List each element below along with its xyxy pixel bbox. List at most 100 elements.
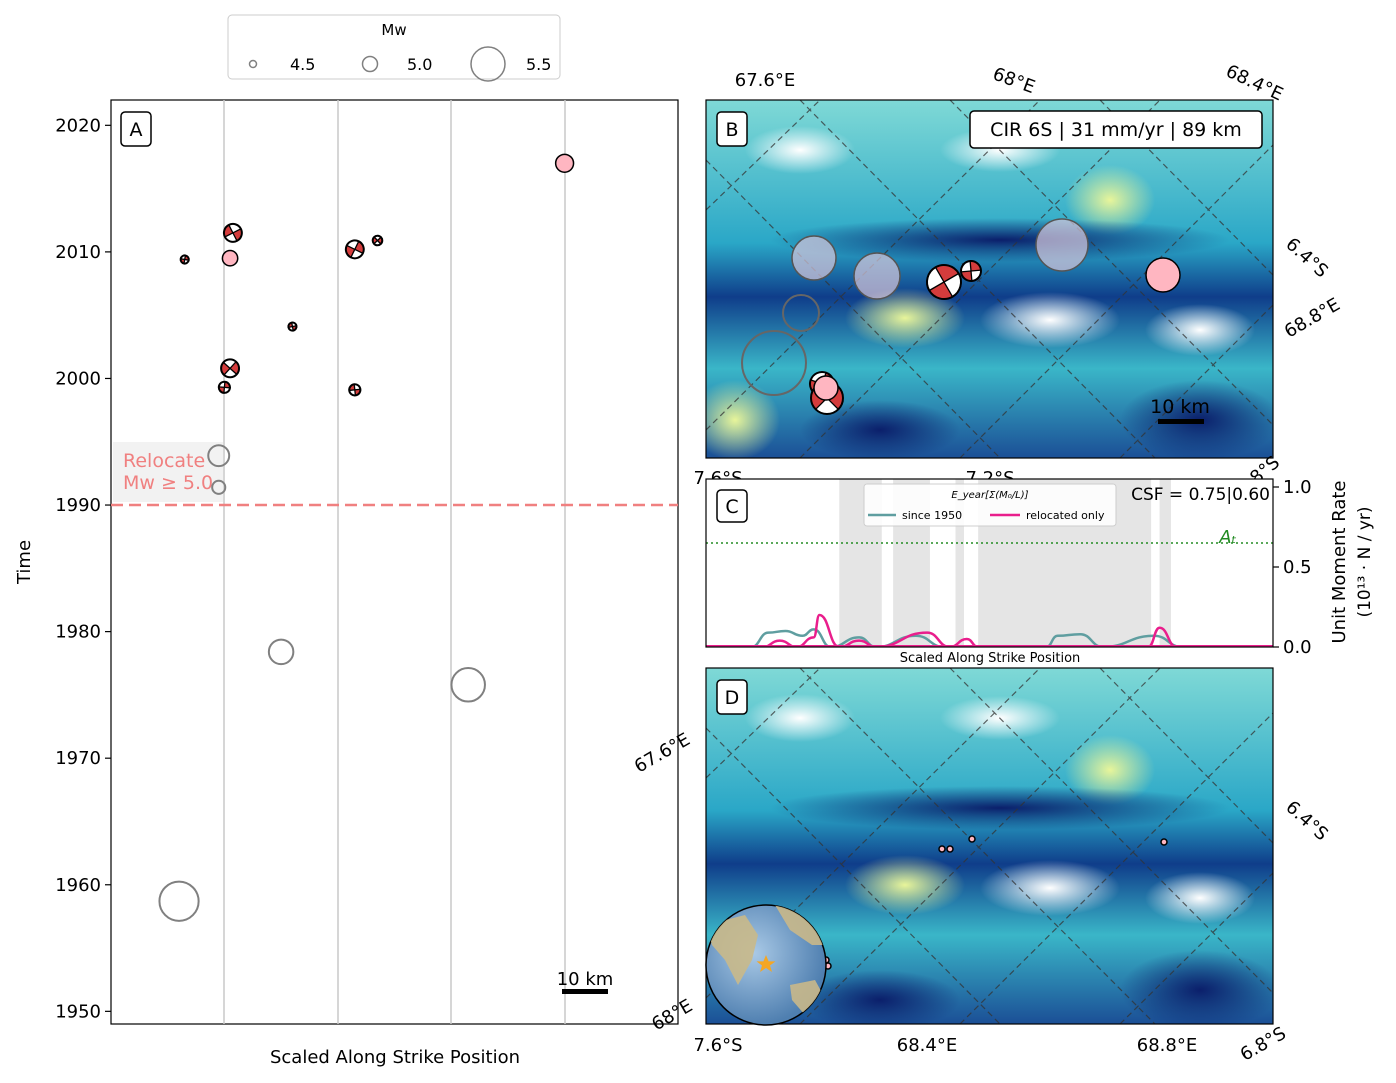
panel-b-bathymetry xyxy=(706,100,1273,458)
y-tick-label: 0.0 xyxy=(1283,637,1312,658)
panel-a: 1950 1960 1970 1980 1990 2000 2010 2020 Relocat… xyxy=(14,99,679,1068)
y-tick-label: 0.5 xyxy=(1283,557,1312,578)
panel-c-y-axis: 0.0 0.5 1.0 xyxy=(1273,477,1312,658)
panel-d-lat-label-2: 7.6°S xyxy=(693,1035,742,1056)
panel-c-xlabel: Scaled Along Strike Position xyxy=(900,651,1081,666)
panel-d-label-box xyxy=(716,679,748,715)
y-tick-label: 1950 xyxy=(55,1001,101,1022)
size-legend-marker-50 xyxy=(361,55,379,73)
y-tick-label: 2000 xyxy=(55,368,101,389)
map-event-marker xyxy=(782,294,820,332)
event-marker xyxy=(267,638,295,666)
y-tick-label: 1960 xyxy=(55,875,101,896)
panel-c-legend-series-2: relocated only xyxy=(1026,509,1105,522)
panel-a-gridlines xyxy=(223,100,566,1024)
panel-c-legend-title: E_year[Σ(M₀/L)] xyxy=(951,490,1028,501)
y-tick-label: 1970 xyxy=(55,748,101,769)
map-event-marker xyxy=(853,252,901,300)
shaded-region xyxy=(1159,479,1171,647)
panel-a-scalebar-label: 10 km xyxy=(557,969,614,990)
panel-a-events xyxy=(158,153,575,922)
relocate-label-line2: Mw ≥ 5.0 xyxy=(123,472,213,494)
panel-b-lat-label-1: 6.4°S xyxy=(1281,234,1332,282)
focal-mechanism xyxy=(222,222,243,243)
size-legend-marker-55 xyxy=(470,46,506,82)
focal-mechanism xyxy=(348,383,362,397)
panel-b: B CIR 6S | 31 mm/yr | 89 km 10 km 67.6°E… xyxy=(693,61,1344,500)
panel-d: D 67.6°E 68°E 68.4°E 68.8°E 6.4°S 7.6°S … xyxy=(631,667,1332,1066)
panel-b-lon-label-2: 68°E xyxy=(990,64,1038,99)
map-event-marker xyxy=(741,330,807,396)
size-legend-label-55: 5.5 xyxy=(526,55,551,74)
panel-a-label: A xyxy=(130,119,143,141)
panel-d-lon-label-4: 68.8°E xyxy=(1137,1035,1197,1056)
panel-a-y-axis: 1950 1960 1970 1980 1990 2000 2010 2020 xyxy=(55,115,111,1022)
panel-d-lon-label-3: 68.4°E xyxy=(897,1035,957,1056)
relocate-label-line1: Relocate xyxy=(123,450,205,472)
panel-d-frame xyxy=(705,667,1274,1025)
size-legend-marker-45 xyxy=(248,59,258,69)
size-legend: Mw 4.5 5.0 5.5 xyxy=(227,14,561,82)
panel-a-xlabel: Scaled Along Strike Position xyxy=(270,1047,520,1068)
size-legend-label-45: 4.5 xyxy=(290,55,315,74)
panel-d-lat-label-3: 6.8°S xyxy=(1237,1023,1290,1066)
focal-mechanism xyxy=(344,239,365,260)
panel-a-ylabel: Time xyxy=(14,540,35,585)
focal-mechanism xyxy=(287,321,298,332)
map-event-marker xyxy=(813,375,839,401)
location-star-icon xyxy=(756,955,776,972)
event-marker xyxy=(211,479,227,495)
y-tick-label: 1.0 xyxy=(1283,477,1312,498)
panel-b-title: CIR 6S | 31 mm/yr | 89 km xyxy=(990,119,1242,141)
focal-mechanism xyxy=(926,264,962,300)
panel-d-lat-label-1: 6.4°S xyxy=(1281,797,1332,845)
panel-b-label: B xyxy=(725,119,738,141)
panel-d-label: D xyxy=(725,687,740,709)
y-tick-label: 1980 xyxy=(55,622,101,643)
size-legend-title: Mw xyxy=(381,21,406,39)
panel-b-label-box xyxy=(716,111,748,147)
panel-c-ylabel-1: Unit Moment Rate xyxy=(1329,481,1350,644)
focal-mechanism xyxy=(179,254,190,265)
event-marker xyxy=(207,444,231,468)
panel-a-frame xyxy=(110,99,679,1025)
focal-mechanism xyxy=(220,358,241,379)
y-tick-label: 2010 xyxy=(55,242,101,263)
focal-mechanism xyxy=(371,234,384,247)
event-marker xyxy=(450,667,486,703)
panel-a-scalebar xyxy=(562,989,608,994)
focal-mechanism xyxy=(960,260,982,282)
threshold-label: Aₜ xyxy=(1218,527,1237,548)
panel-c-series xyxy=(706,613,1273,647)
panel-c-legend-series-1: since 1950 xyxy=(902,509,962,522)
y-tick-label: 2020 xyxy=(55,115,101,136)
event-marker xyxy=(158,880,200,922)
panel-c-legend: E_year[Σ(M₀/L)] since 1950 relocated onl… xyxy=(863,483,1117,527)
relocate-label-box xyxy=(113,442,223,502)
series-line xyxy=(762,613,1177,647)
panel-b-scalebar xyxy=(1158,419,1204,424)
panel-a-label-box xyxy=(120,111,152,147)
panel-c-label-box xyxy=(716,489,748,523)
csf-text: CSF = 0.75|0.60 xyxy=(1131,485,1270,505)
panel-c-frame xyxy=(705,478,1274,648)
shaded-region xyxy=(955,479,964,647)
focal-mechanism xyxy=(217,380,231,394)
panel-b-frame xyxy=(705,99,1274,459)
event-marker xyxy=(221,249,239,267)
map-event-marker xyxy=(1145,257,1181,293)
event-marker xyxy=(554,153,575,173)
y-tick-label: 1990 xyxy=(55,495,101,516)
panel-b-scalebar-label: 10 km xyxy=(1150,396,1210,418)
map-event-marker xyxy=(791,235,837,281)
map-event-marker xyxy=(1035,218,1089,272)
panel-c-ylabel-2: (10¹³ · N / yr) xyxy=(1355,506,1375,617)
panel-b-lon-label-1: 67.6°E xyxy=(735,70,795,91)
panel-b-title-box xyxy=(969,110,1263,149)
panel-c: C CSF = 0.75|0.60 Aₜ E_year[Σ(M₀/L)] sin… xyxy=(705,477,1375,666)
panel-b-lon-label-3: 68.4°E xyxy=(1222,61,1286,106)
globe-inset xyxy=(705,904,827,1026)
panel-c-label: C xyxy=(725,496,738,518)
panel-b-lon-label-4: 68.8°E xyxy=(1281,294,1344,342)
